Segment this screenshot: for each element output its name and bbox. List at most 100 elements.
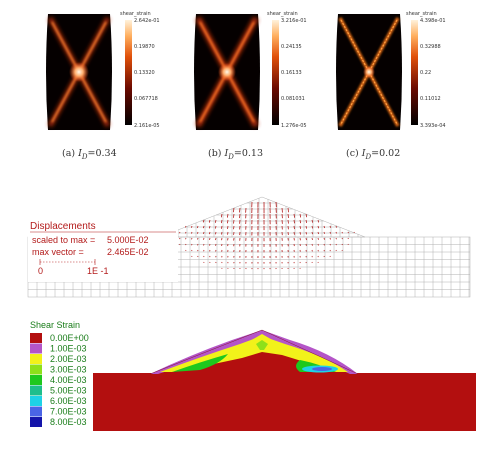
max-vector-label: max vector = xyxy=(32,247,84,257)
panel-a: shear_strain 2.642e-01 0.19870 0.13320 0… xyxy=(46,11,160,130)
caption-b-sub: D xyxy=(228,152,234,161)
caption-b-value: =0.13 xyxy=(233,148,264,159)
displacement-vector xyxy=(185,225,187,228)
scale-end-label: 1E -1 xyxy=(87,266,109,276)
displacement-vector xyxy=(305,231,307,235)
hotspot-c xyxy=(363,66,375,78)
displacement-title: Displacements xyxy=(30,221,96,232)
displacement-vector xyxy=(335,225,337,228)
displacement-vector xyxy=(317,225,320,229)
legend-label: 2.00E-03 xyxy=(50,354,87,364)
displacement-vector xyxy=(208,219,211,223)
caption-b-prefix: (b) xyxy=(208,148,225,159)
panel-c: shear_strain 4.398e-01 0.32988 0.22 0.11… xyxy=(336,11,446,130)
displacement-vector xyxy=(311,225,313,229)
displacement-vector xyxy=(203,231,205,235)
legend-swatch xyxy=(30,333,42,343)
displacement-vector xyxy=(335,231,337,234)
colorbar-b xyxy=(272,20,279,125)
colorbar-tick: 1.276e-05 xyxy=(281,123,307,129)
legend-label: 6.00E-03 xyxy=(50,396,87,406)
hotspot-a xyxy=(69,62,89,82)
displacement-vector xyxy=(191,225,193,228)
caption-c-value: =0.02 xyxy=(371,148,401,159)
caption-a-sub: D xyxy=(81,152,88,161)
caption-a-prefix: (a) xyxy=(62,148,79,159)
colorbar-ticks-a: 2.642e-01 0.19870 0.13320 0.067718 2.161… xyxy=(134,18,160,129)
displacement-vector xyxy=(293,213,295,218)
displacement-vector xyxy=(227,219,229,224)
colorbar-tick: 0.22 xyxy=(420,70,431,76)
caption-c-prefix: (c) xyxy=(346,148,362,159)
displacement-vector xyxy=(197,231,199,234)
caption-c: (c) ID=0.02 xyxy=(346,148,400,161)
displacement-panel: Displacements scaled to max = 5.000E-02 … xyxy=(27,196,471,298)
displacement-vector xyxy=(287,213,289,218)
displacement-vector xyxy=(233,213,235,218)
displacement-vector xyxy=(208,225,211,229)
legend-label: 3.00E-03 xyxy=(50,365,87,375)
colorbar-c xyxy=(411,20,418,125)
colorbar-title-c: shear_strain xyxy=(406,11,437,17)
displacement-vector xyxy=(221,225,223,229)
displacement-vector xyxy=(215,231,217,235)
displacement-vector xyxy=(209,231,211,235)
legend-swatch xyxy=(30,343,42,354)
legend-swatch xyxy=(30,417,42,427)
colorbar-tick: 0.081031 xyxy=(281,96,305,102)
colorbar-tick: 2.161e-05 xyxy=(134,123,160,129)
displacement-vector xyxy=(329,231,331,234)
displacement-vector xyxy=(226,213,229,218)
colorbar-a xyxy=(125,20,132,125)
displacement-vectors xyxy=(173,201,355,270)
colorbar-title-b: shear_strain xyxy=(267,11,298,17)
displacement-vector xyxy=(317,219,320,223)
colorbar-tick: 4.398e-01 xyxy=(420,18,446,24)
legend-label: 5.00E-03 xyxy=(50,386,87,396)
displacement-vector xyxy=(305,213,308,218)
legend-swatch xyxy=(30,375,42,385)
caption-a-var: I xyxy=(78,148,82,159)
colorbar-ticks-c: 4.398e-01 0.32988 0.22 0.11012 3.393e-04 xyxy=(420,18,446,129)
displacement-vector xyxy=(191,231,193,234)
embankment-outline xyxy=(159,196,366,238)
displacement-vector xyxy=(215,225,217,229)
legend-label: 8.00E-03 xyxy=(50,417,87,427)
displacement-legend-box xyxy=(28,220,178,282)
strain-zone-blue xyxy=(312,367,332,371)
colorbar-tick: 3.216e-01 xyxy=(281,18,307,24)
colorbar-title-a: shear_strain xyxy=(120,11,151,17)
displacement-vector xyxy=(305,219,308,223)
displacement-vector xyxy=(196,225,199,229)
displacement-vector xyxy=(220,213,223,218)
colorbar-tick: 0.16133 xyxy=(281,70,302,76)
legend-label: 7.00E-03 xyxy=(50,407,87,417)
colorbar-tick: 0.13320 xyxy=(134,70,155,76)
displacement-vector xyxy=(227,225,229,230)
displacement-vector xyxy=(329,225,331,228)
panel-b: shear_strain 3.216e-01 0.24135 0.16133 0… xyxy=(194,11,307,130)
caption-c-sub: D xyxy=(365,152,372,161)
colorbar-tick: 0.11012 xyxy=(420,96,441,102)
strain-zone-green-left xyxy=(172,354,228,372)
embankment-outline xyxy=(149,329,359,375)
displacement-vector xyxy=(293,219,295,224)
displacement-vector xyxy=(220,219,223,224)
displacement-vector xyxy=(214,219,217,223)
scaled-label: scaled to max = xyxy=(32,235,95,245)
colorbar-tick: 3.393e-04 xyxy=(420,123,446,129)
colorbar-tick: 0.067718 xyxy=(134,96,158,102)
displacement-vector xyxy=(323,225,326,229)
displacement-vector xyxy=(299,219,301,224)
caption-c-var: I xyxy=(361,148,366,159)
shear-strain-panel: Shear Strain 0.00E+001.00E-032.00E-033.0… xyxy=(30,320,476,431)
displacement-vector xyxy=(317,231,319,235)
displacement-vector xyxy=(202,219,205,223)
displacement-vector xyxy=(185,231,187,234)
legend-label: 4.00E-03 xyxy=(50,375,87,385)
colorbar-tick: 0.24135 xyxy=(281,44,302,50)
displacement-vector xyxy=(311,219,314,223)
colorbar-tick: 0.19870 xyxy=(134,44,155,50)
embankment-mesh xyxy=(159,196,366,238)
